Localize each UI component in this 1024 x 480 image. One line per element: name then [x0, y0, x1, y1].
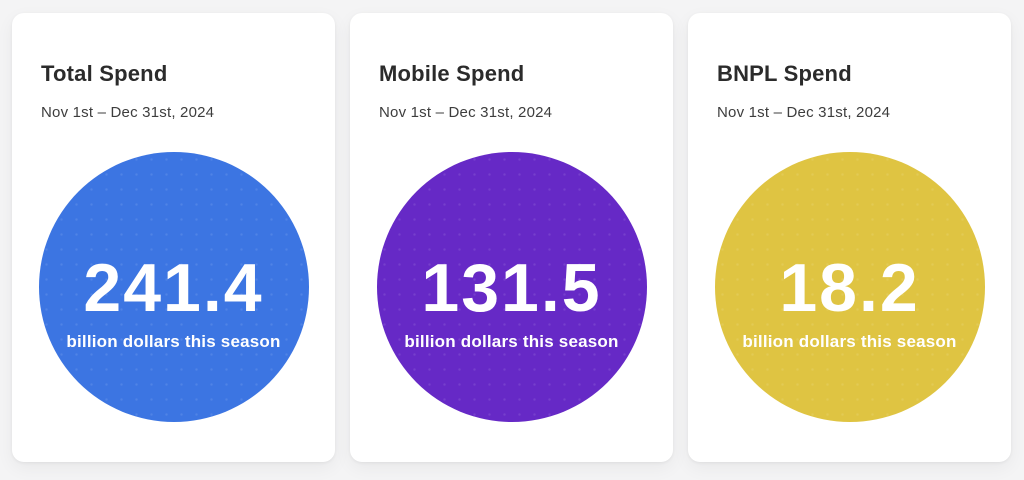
stat-card-bnpl-spend: BNPL Spend Nov 1st – Dec 31st, 2024 18.2… [688, 13, 1011, 462]
card-date-range: Nov 1st – Dec 31st, 2024 [41, 104, 215, 121]
card-title: Mobile Spend [379, 61, 525, 86]
stat-value: 241.4 [83, 250, 264, 326]
stat-value: 18.2 [779, 250, 920, 326]
stat-circle: 131.5 billion dollars this season [376, 152, 647, 422]
stat-card-mobile-spend: Mobile Spend Nov 1st – Dec 31st, 2024 13… [350, 13, 673, 462]
stat-caption: billion dollars this season [66, 332, 281, 351]
stat-circle: 18.2 billion dollars this season [714, 152, 985, 422]
stat-card-total-spend: Total Spend Nov 1st – Dec 31st, 2024 241… [12, 13, 335, 462]
kpi-cards-row: Total Spend Nov 1st – Dec 31st, 2024 241… [12, 13, 1011, 462]
card-title: Total Spend [41, 61, 168, 86]
stat-value: 131.5 [421, 250, 602, 326]
stat-caption: billion dollars this season [742, 332, 957, 351]
card-title: BNPL Spend [717, 61, 852, 86]
stat-caption: billion dollars this season [404, 332, 619, 351]
card-date-range: Nov 1st – Dec 31st, 2024 [379, 104, 553, 121]
stat-circle: 241.4 billion dollars this season [38, 152, 309, 422]
card-date-range: Nov 1st – Dec 31st, 2024 [717, 104, 891, 121]
